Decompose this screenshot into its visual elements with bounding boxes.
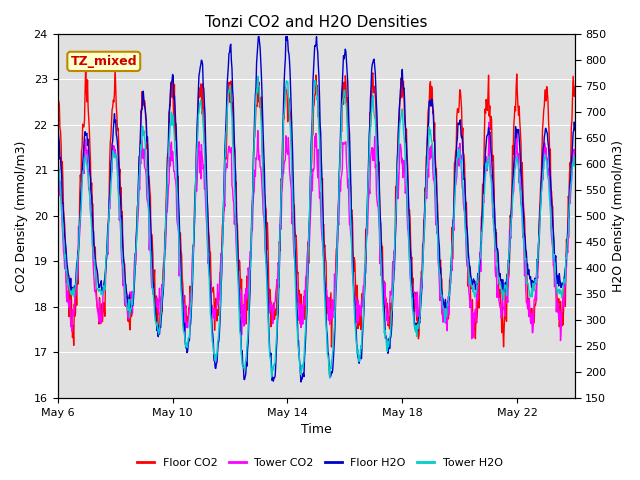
X-axis label: Time: Time — [301, 423, 332, 436]
Text: TZ_mixed: TZ_mixed — [70, 55, 137, 68]
Title: Tonzi CO2 and H2O Densities: Tonzi CO2 and H2O Densities — [205, 15, 428, 30]
Legend: Floor CO2, Tower CO2, Floor H2O, Tower H2O: Floor CO2, Tower CO2, Floor H2O, Tower H… — [133, 453, 507, 472]
Y-axis label: CO2 Density (mmol/m3): CO2 Density (mmol/m3) — [15, 140, 28, 292]
Y-axis label: H2O Density (mmol/m3): H2O Density (mmol/m3) — [612, 140, 625, 292]
